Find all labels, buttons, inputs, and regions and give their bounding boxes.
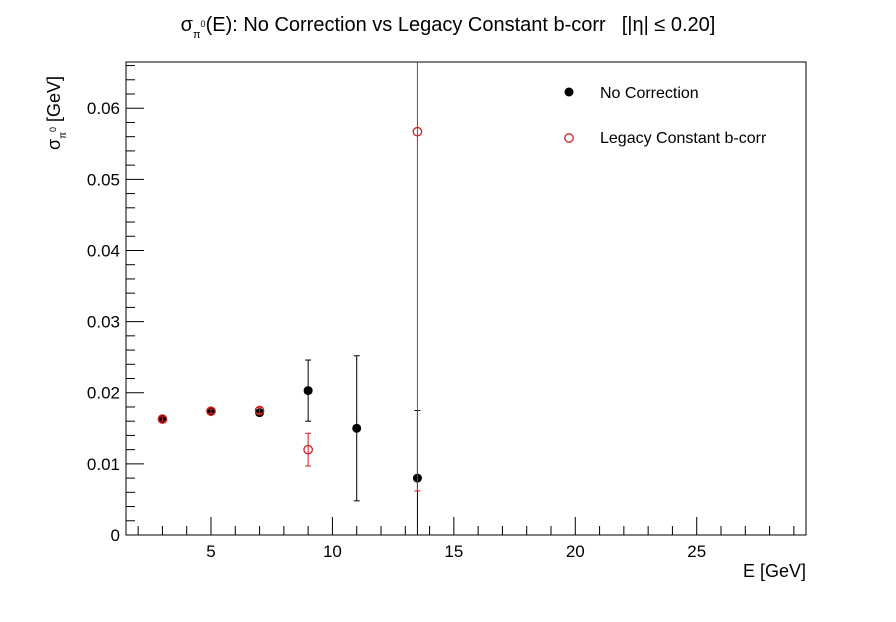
data-point — [206, 406, 216, 417]
data-point — [303, 386, 313, 396]
y-tick-label: 0.05 — [87, 170, 120, 189]
y-tick-label: 0 — [111, 526, 120, 545]
data-point — [352, 423, 362, 433]
ylabel-sigma: σ — [44, 139, 64, 150]
axis-ticks — [126, 65, 795, 536]
plot-frame — [125, 61, 807, 536]
x-tick-label: 5 — [206, 542, 215, 561]
title-cut: [|η| ≤ 0.20] — [622, 14, 716, 36]
legend-label-legacy: Legacy Constant b-corr — [600, 130, 767, 147]
data-point — [254, 405, 265, 416]
y-tick-label: 0.04 — [87, 241, 120, 260]
data-marks — [157, 62, 423, 535]
legend-marker-no-correction — [564, 87, 574, 97]
series-0 — [157, 355, 422, 535]
legend-marker-legacy — [564, 133, 574, 143]
data-point — [412, 126, 423, 137]
ylabel-sub: π — [58, 132, 69, 139]
data-point — [303, 444, 313, 455]
legend: No Correction Legacy Constant b-corr — [564, 85, 767, 147]
axis-tick-labels: 5 10 15 20 25 0 0.01 0.02 0.03 0.04 0.05 0.06 — [87, 99, 706, 561]
title-sub: π — [193, 29, 201, 41]
x-tick-label: 10 — [323, 542, 342, 561]
title-sigma: σ — [181, 14, 194, 36]
data-point — [157, 414, 168, 424]
x-tick-label: 20 — [566, 542, 585, 561]
y-axis-label: σπ0 [GeV] — [44, 76, 69, 150]
title-rest: (E): No Correction vs Legacy Constant b-… — [206, 14, 606, 36]
y-tick-label: 0.01 — [87, 455, 120, 474]
x-axis-label: E [GeV] — [743, 561, 806, 581]
x-tick-label: 15 — [444, 542, 463, 561]
ylabel-sup: 0 — [48, 127, 58, 132]
y-tick-label: 0.06 — [87, 99, 120, 118]
ylabel-rest: [GeV] — [44, 76, 64, 127]
series-1 — [157, 62, 423, 492]
y-tick-label: 0.03 — [87, 313, 120, 332]
title-sup: 0 — [201, 19, 206, 29]
x-tick-label: 25 — [687, 542, 706, 561]
legend-label-no-correction: No Correction — [600, 85, 699, 102]
chart-title: σπ0(E): No Correction vs Legacy Constant… — [181, 14, 716, 41]
y-tick-label: 0.02 — [87, 384, 120, 403]
